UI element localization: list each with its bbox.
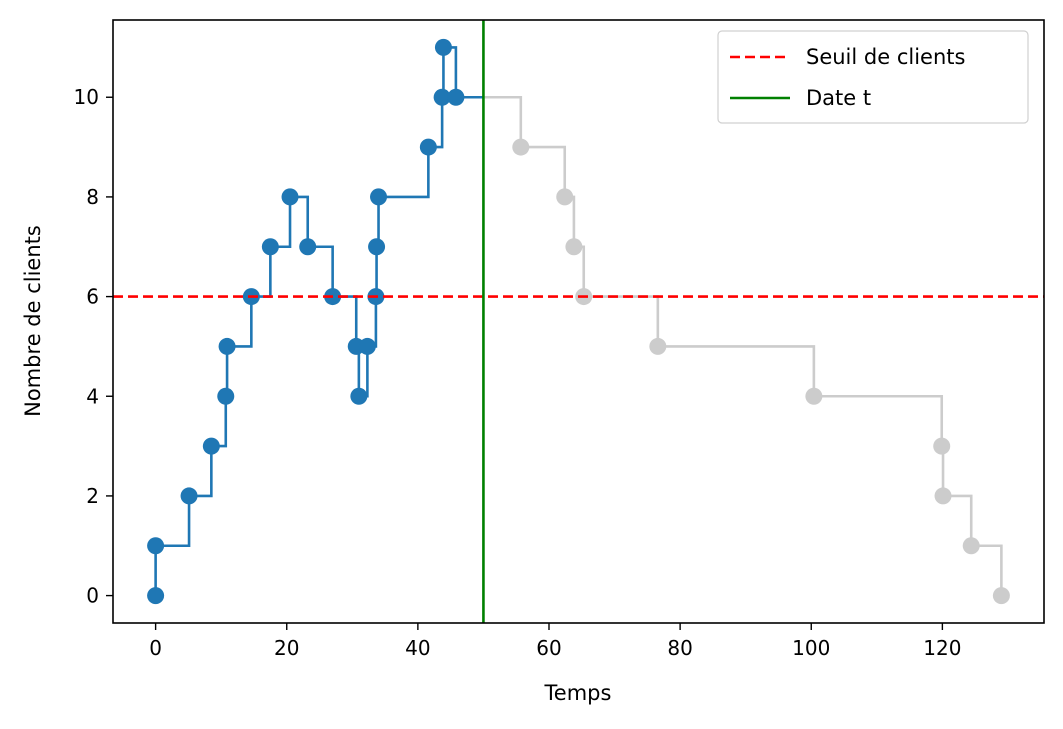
y-tick-label: 10 <box>74 85 99 109</box>
legend: Seuil de clients Date t <box>717 30 1029 124</box>
future-point <box>649 337 667 355</box>
future-point <box>512 138 530 156</box>
y-tick-label: 8 <box>86 185 99 209</box>
x-tick-label: 0 <box>149 636 162 660</box>
past-point <box>299 238 317 256</box>
past-point <box>147 537 165 555</box>
x-tick-label: 60 <box>536 636 561 660</box>
x-tick-label: 40 <box>405 636 430 660</box>
x-axis-ticks: 0 20 40 60 80 100 120 <box>149 623 961 660</box>
past-point <box>202 437 220 455</box>
y-axis-ticks: 0 2 4 6 8 10 <box>74 85 113 608</box>
past-point <box>180 487 198 505</box>
legend-label-date: Date t <box>806 86 871 110</box>
x-tick-label: 120 <box>923 636 961 660</box>
past-point <box>447 88 465 106</box>
past-point <box>370 188 388 206</box>
past-point <box>419 138 437 156</box>
plot-area <box>113 20 1044 623</box>
x-axis-label: Temps <box>544 681 612 705</box>
future-point <box>962 537 980 555</box>
future-point <box>805 387 823 405</box>
past-point <box>350 387 368 405</box>
future-point <box>565 238 583 256</box>
past-point <box>147 587 165 605</box>
past-point <box>433 88 451 106</box>
future-point <box>934 487 952 505</box>
past-point <box>368 238 386 256</box>
future-point <box>556 188 574 206</box>
legend-box <box>717 30 1029 124</box>
past-point <box>218 337 236 355</box>
axes-frame <box>112 19 1045 624</box>
x-tick-label: 100 <box>792 636 830 660</box>
x-tick-label: 20 <box>274 636 299 660</box>
past-series-line <box>154 46 484 596</box>
past-point <box>217 387 235 405</box>
future-point <box>933 437 951 455</box>
y-tick-label: 2 <box>86 484 99 508</box>
y-tick-label: 6 <box>86 285 99 309</box>
y-tick-label: 4 <box>86 384 99 408</box>
legend-label-threshold: Seuil de clients <box>806 45 965 69</box>
y-axis-label: Nombre de clients <box>21 225 45 417</box>
future-series-line <box>483 95 1003 596</box>
x-tick-label: 80 <box>667 636 692 660</box>
y-tick-label: 0 <box>86 584 99 608</box>
past-point <box>434 38 452 56</box>
past-point <box>358 337 376 355</box>
past-point <box>281 188 299 206</box>
future-point <box>992 587 1010 605</box>
past-point <box>261 238 279 256</box>
